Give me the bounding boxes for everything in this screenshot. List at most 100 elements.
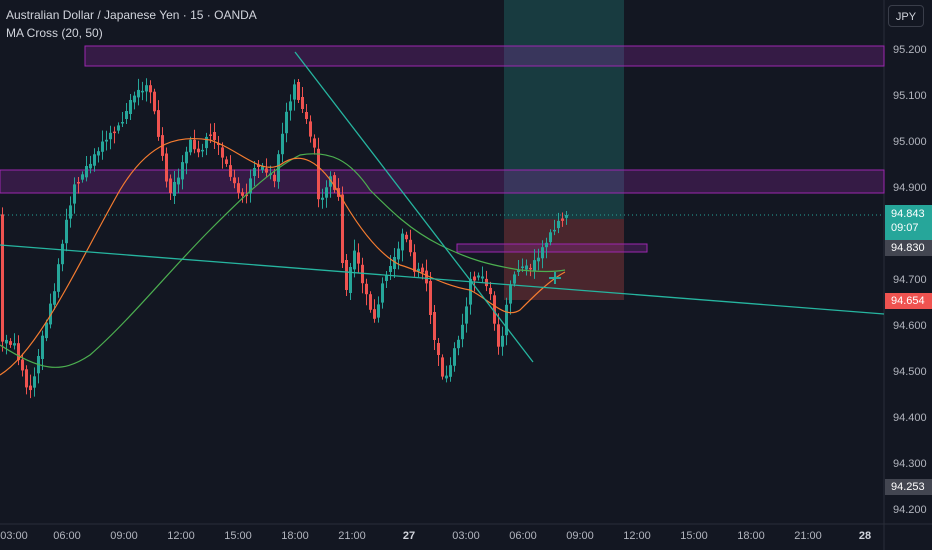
- candle-body: [133, 95, 136, 103]
- candle-body: [557, 220, 560, 229]
- candle-body: [197, 148, 200, 153]
- crosshair-marker: [549, 272, 561, 284]
- candle-body: [369, 294, 372, 310]
- candle-body: [489, 287, 492, 295]
- resistance-zone-upper[interactable]: [84, 45, 885, 67]
- candle-body: [101, 141, 104, 152]
- candle-body: [1, 214, 4, 342]
- indicator-legend[interactable]: MA Cross (20, 50): [6, 26, 103, 40]
- candle-body: [409, 239, 412, 253]
- currency-button[interactable]: JPY: [888, 5, 924, 27]
- candle-body: [313, 138, 316, 148]
- candle-body: [461, 324, 464, 340]
- candle-body: [189, 139, 192, 153]
- price-axis-label: 94.500: [893, 366, 927, 378]
- candle-body: [501, 335, 504, 347]
- candle-body: [225, 159, 228, 164]
- candle-body: [353, 250, 356, 270]
- candle-body: [9, 341, 12, 345]
- candle-body: [209, 134, 212, 136]
- price-axis-label: 94.600: [893, 320, 927, 332]
- descending-trendline[interactable]: [294, 51, 534, 363]
- take-profit-zone[interactable]: [504, 0, 624, 219]
- candle-body: [45, 322, 48, 339]
- candle-body: [509, 285, 512, 304]
- candle-body: [533, 260, 536, 271]
- candle-body: [293, 84, 296, 100]
- candle-body: [389, 266, 392, 272]
- candle-body: [153, 91, 156, 112]
- candle-body: [393, 257, 396, 269]
- candle-body: [377, 304, 380, 318]
- candle-body: [521, 266, 524, 268]
- candle-body: [157, 110, 160, 137]
- candle-body: [205, 136, 208, 149]
- candle-body: [449, 365, 452, 377]
- price-axis-label: 94.200: [893, 504, 927, 516]
- candle-body: [333, 175, 336, 190]
- price-axis-label: 94.700: [893, 274, 927, 286]
- price-tag-94830: 94.830: [885, 240, 932, 256]
- candle-body: [229, 165, 232, 177]
- time-axis-label: 28: [858, 530, 872, 542]
- candle-body: [265, 168, 268, 173]
- candle-body: [425, 270, 428, 284]
- candle-body: [129, 100, 132, 114]
- bar-countdown: 09:07: [891, 222, 919, 234]
- candle-body: [221, 147, 224, 158]
- candle-body: [473, 276, 476, 281]
- last-price-value: 94.843: [891, 208, 925, 220]
- candle-body: [513, 274, 516, 284]
- candle-body: [529, 267, 532, 270]
- candle-body: [561, 218, 564, 221]
- candles: [1, 78, 568, 399]
- candle-body: [545, 242, 548, 248]
- candle-body: [289, 101, 292, 111]
- candle-body: [93, 154, 96, 166]
- support-trendline[interactable]: [0, 244, 885, 315]
- candle-body: [253, 168, 256, 176]
- candle-body: [349, 267, 352, 293]
- candle-body: [53, 291, 56, 305]
- candle-body: [33, 376, 36, 388]
- candle-body: [89, 163, 92, 169]
- candle-body: [149, 85, 152, 93]
- entry-zone[interactable]: [456, 243, 648, 253]
- candle-body: [469, 278, 472, 305]
- candle-body: [453, 348, 456, 366]
- candle-body: [413, 252, 416, 272]
- candle-body: [21, 359, 24, 371]
- price-axis-label: 94.900: [893, 182, 927, 194]
- time-axis-label: 06:00: [53, 530, 81, 542]
- price-axis-label: 95.000: [893, 136, 927, 148]
- candle-body: [465, 306, 468, 324]
- candle-body: [117, 125, 120, 131]
- candle-body: [109, 132, 112, 140]
- candle-body: [145, 85, 148, 92]
- time-axis-label: 09:00: [110, 530, 138, 542]
- candle-body: [477, 275, 480, 278]
- candle-body: [357, 252, 360, 264]
- candle-body: [77, 182, 80, 184]
- candle-body: [517, 270, 520, 272]
- time-axis-label: 06:00: [509, 530, 537, 542]
- candle-body: [505, 304, 508, 336]
- candle-body: [437, 343, 440, 355]
- candle-body: [541, 247, 544, 259]
- resistance-zone-middle[interactable]: [0, 169, 885, 194]
- candle-body: [5, 339, 8, 344]
- candle-body: [285, 111, 288, 134]
- candle-body: [121, 122, 124, 124]
- price-axis-label: 95.100: [893, 90, 927, 102]
- candle-body: [525, 265, 528, 270]
- time-axis-label: 18:00: [737, 530, 765, 542]
- time-axis-label: 21:00: [338, 530, 366, 542]
- candle-body: [17, 343, 20, 361]
- candle-body: [549, 232, 552, 243]
- time-axis-label: 15:00: [680, 530, 708, 542]
- candle-body: [193, 139, 196, 150]
- time-axis-label: 15:00: [224, 530, 252, 542]
- candle-body: [213, 132, 216, 140]
